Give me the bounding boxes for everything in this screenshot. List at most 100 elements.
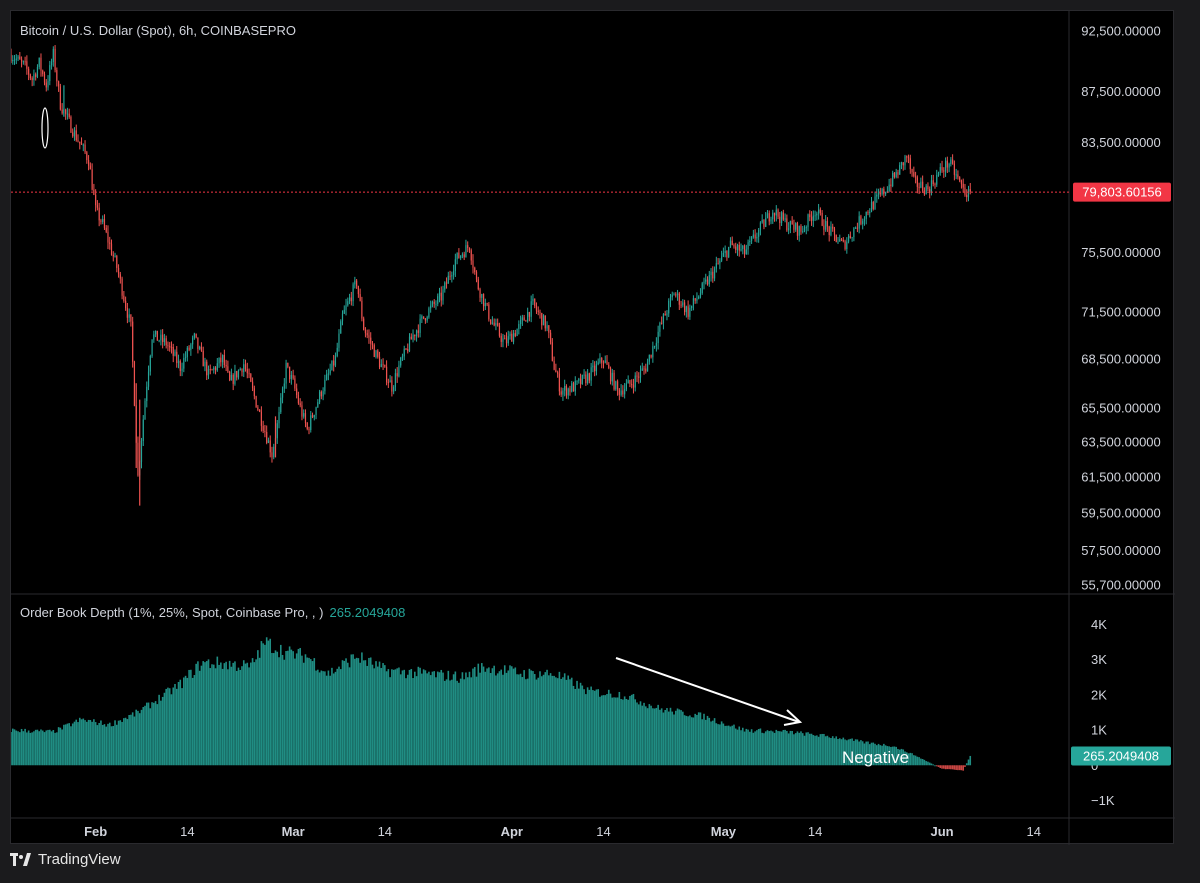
candle [618, 388, 620, 401]
depth-bar [525, 679, 527, 766]
candle-body [671, 294, 673, 298]
depth-bar [107, 723, 109, 766]
depth-axis[interactable]: 4K3K2K1K0−1K [1091, 617, 1115, 808]
candle [608, 362, 610, 370]
candle-body [177, 360, 180, 364]
candle-body [269, 440, 271, 453]
depth-bar [530, 670, 532, 766]
depth-bar [204, 662, 206, 766]
depth-bar [186, 677, 189, 766]
depth-bar [733, 724, 735, 766]
candle-body [892, 172, 894, 187]
depth-bar [331, 667, 333, 766]
candle-body [156, 330, 158, 341]
candle [234, 364, 236, 386]
candle-body [255, 396, 257, 408]
depth-bar [301, 655, 303, 766]
depth-bar [27, 730, 30, 766]
candle [214, 366, 217, 375]
candle [232, 373, 234, 391]
depth-bar [913, 755, 915, 766]
candle [396, 367, 398, 383]
candle-body [752, 234, 754, 237]
candle-body [82, 144, 84, 146]
candle [209, 364, 211, 375]
time-axis[interactable]: Feb 14 Mar 14 Apr 14 May 14 Jun 14 [84, 824, 1041, 839]
depth-bar [352, 654, 354, 766]
candle-body [243, 364, 245, 373]
depth-bar [863, 743, 866, 766]
candle [354, 276, 356, 289]
candle-body [229, 371, 231, 381]
candle [691, 305, 693, 311]
depth-bar [130, 714, 132, 766]
candle-body [93, 189, 95, 195]
candle [844, 239, 846, 251]
depth-bar [477, 663, 480, 766]
candle [498, 322, 501, 338]
depth-bar [740, 730, 742, 766]
candle-body [512, 333, 515, 342]
candle [313, 414, 315, 421]
candle [964, 183, 966, 197]
candle [796, 221, 799, 240]
depth-bar [276, 651, 279, 766]
candle-body [405, 348, 407, 350]
candle [54, 45, 56, 73]
candle [179, 359, 181, 377]
depth-bar [824, 736, 827, 766]
candle-body [696, 298, 698, 301]
tradingview-brand[interactable]: TradingView [10, 851, 121, 868]
candle [202, 346, 204, 367]
depth-bar [317, 669, 319, 766]
depth-bar [145, 702, 148, 766]
depth-bar [421, 673, 423, 766]
depth-bar [664, 710, 666, 766]
candle [297, 391, 300, 405]
candle [236, 370, 238, 381]
depth-bar [40, 729, 42, 766]
depth-bar [371, 664, 374, 766]
candle [648, 354, 650, 365]
depth-bar [484, 671, 487, 766]
candle-body [29, 74, 31, 79]
candle [678, 291, 680, 310]
candle [163, 333, 166, 346]
candle-body [964, 187, 966, 195]
depth-bar [389, 677, 391, 766]
candle [331, 360, 333, 371]
depth-bar [470, 677, 473, 766]
candle-body [733, 245, 735, 247]
candle-body [953, 163, 955, 175]
depth-bar [172, 687, 175, 766]
depth-bar [775, 729, 778, 766]
depth-bar [225, 661, 227, 766]
time-tick-label: 14 [180, 824, 194, 839]
chart-canvas[interactable]: 92,500.0000087,500.0000083,500.0000075,5… [11, 11, 1175, 845]
depth-bar [308, 657, 310, 766]
depth-bar [105, 726, 108, 766]
depth-bar [814, 735, 816, 766]
candle-body [544, 315, 546, 329]
depth-bar [380, 667, 383, 766]
candle-body [79, 141, 81, 144]
candle [847, 234, 850, 244]
indicator-pane-legend[interactable]: Order Book Depth (1%, 25%, Spot, Coinbas… [20, 605, 405, 620]
candle-body [699, 293, 702, 297]
candle [657, 325, 659, 350]
depth-bar [803, 735, 806, 766]
candle [248, 368, 250, 379]
candle-body [482, 294, 485, 307]
candle-body [948, 163, 950, 168]
price-axis[interactable]: 92,500.0000087,500.0000083,500.0000075,5… [1081, 23, 1161, 592]
candle-body [26, 61, 28, 69]
candle-body [370, 337, 372, 344]
depth-bar [955, 765, 957, 770]
candle [262, 420, 264, 434]
depth-bar [590, 686, 592, 766]
candle [239, 367, 241, 371]
candle-body [426, 317, 428, 321]
candle [17, 54, 19, 62]
candle [662, 313, 665, 330]
depth-bar [833, 738, 836, 766]
